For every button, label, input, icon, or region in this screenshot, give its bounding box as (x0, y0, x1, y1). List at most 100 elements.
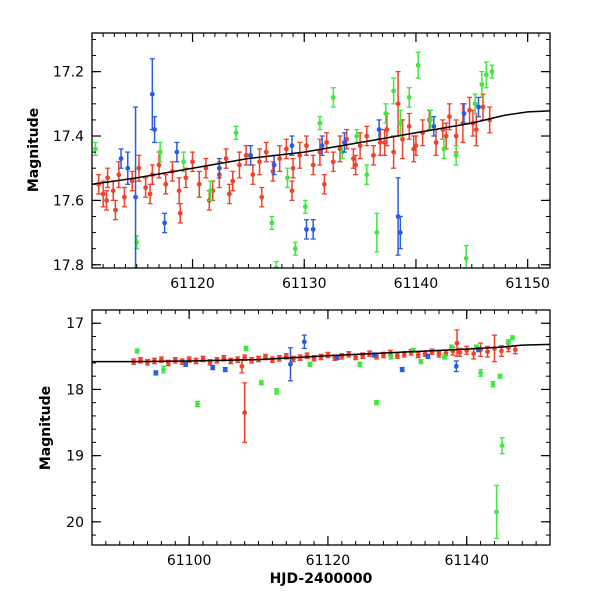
bottom-blue-point (183, 361, 189, 367)
top-red-point (113, 207, 118, 213)
top-red-point (371, 152, 376, 158)
bottom-blue-point (222, 367, 228, 372)
top-blue-point (174, 149, 180, 155)
top-green-point (92, 146, 98, 152)
top-x-tick-label: 61140 (394, 276, 439, 292)
bottom-x-tick-label: 61120 (306, 553, 351, 569)
bottom-red-point (145, 359, 150, 365)
top-green-point (472, 101, 478, 107)
top-blue-point (431, 123, 437, 129)
bottom-red-point (436, 351, 442, 357)
top-red-point (350, 156, 356, 161)
top-x-tick-label: 61120 (170, 276, 215, 292)
top-y-tick-label: 17.2 (53, 65, 84, 81)
top-red-point (163, 181, 169, 187)
top-red-point (324, 140, 329, 145)
top-blue-point (162, 220, 168, 226)
bottom-series-green (134, 335, 516, 540)
top-red-point (400, 136, 405, 142)
top-red-point (289, 188, 295, 194)
top-blue-point (289, 143, 295, 149)
top-green-point (383, 111, 389, 116)
top-red-point (129, 178, 135, 184)
bottom-plot-area (92, 329, 550, 540)
bottom-green-point (510, 335, 515, 341)
bottom-blue-point (334, 355, 340, 361)
top-blue-point (342, 140, 347, 145)
top-red-point (263, 149, 269, 155)
top-red-point (110, 188, 116, 194)
top-red-point (411, 146, 417, 152)
top-model-curve (92, 110, 550, 186)
top-series-red (96, 70, 493, 224)
top-blue-point (125, 165, 131, 171)
top-blue-point (319, 143, 325, 149)
top-red-point (406, 123, 412, 129)
top-green-point (483, 72, 489, 78)
top-red-point (257, 159, 262, 165)
top-red-point (203, 165, 209, 171)
top-red-point (230, 178, 236, 184)
bottom-y-axis-title: Magnitude (38, 386, 54, 470)
top-blue-point (118, 156, 124, 161)
top-green-point (157, 149, 163, 155)
bottom-red-point (454, 340, 460, 346)
top-red-point (317, 149, 323, 155)
bottom-y-tick-label: 19 (66, 449, 84, 465)
bottom-red-point (172, 357, 178, 363)
bottom-green-point (442, 354, 447, 360)
top-red-point (143, 185, 149, 190)
bottom-series-red (131, 329, 518, 444)
bottom-x-tick-label: 61140 (444, 553, 489, 569)
top-blue-point (216, 165, 222, 171)
top-green-point (233, 130, 239, 136)
top-x-tick-labels: 61120 61130 61140 61150 (170, 276, 550, 292)
top-green-point (441, 146, 447, 152)
top-red-point (116, 172, 122, 178)
top-red-point (290, 165, 296, 171)
top-red-point (377, 140, 383, 145)
top-red-point (259, 194, 265, 200)
top-green-point (453, 152, 459, 158)
bottom-green-point (274, 389, 279, 394)
top-y-tick-label: 17.8 (53, 258, 84, 274)
top-red-point (104, 197, 109, 203)
bottom-green-point (497, 373, 503, 379)
top-y-axis-title: Magnitude (26, 108, 42, 192)
bottom-red-point (228, 358, 234, 364)
top-plot-frame (91, 32, 551, 269)
bottom-red-point (415, 352, 421, 358)
top-red-point (243, 152, 249, 158)
bottom-red-point (471, 351, 477, 357)
top-y-tick-label: 17.6 (53, 193, 84, 209)
top-x-tick-label: 61150 (505, 276, 550, 292)
bottom-red-point (499, 348, 504, 354)
top-blue-point (376, 127, 382, 132)
bottom-green-point (258, 380, 264, 386)
bottom-green-point (388, 354, 394, 360)
bottom-red-point (401, 351, 407, 357)
top-red-point (330, 159, 336, 165)
top-blue-point (461, 111, 467, 116)
top-blue-point (310, 226, 316, 232)
top-green-point (463, 255, 469, 261)
top-red-point (353, 162, 359, 168)
top-green-point (397, 120, 403, 126)
bottom-green-point (134, 348, 140, 354)
bottom-red-point (512, 347, 518, 353)
bottom-red-point (239, 363, 245, 369)
bottom-green-point (494, 509, 499, 515)
top-red-point (237, 162, 242, 168)
top-blue-point (397, 230, 403, 235)
top-red-point (443, 133, 449, 139)
top-red-point (382, 140, 388, 145)
top-green-point (428, 117, 433, 123)
bottom-blue-point (425, 353, 431, 359)
top-blue-point (248, 152, 254, 158)
top-red-point (121, 194, 127, 200)
top-red-point (100, 191, 106, 197)
top-red-point (196, 181, 202, 187)
bottom-x-tick-labels: 61100 61120 61140 (167, 553, 489, 569)
top-blue-point (152, 127, 157, 132)
top-red-point (364, 133, 370, 139)
